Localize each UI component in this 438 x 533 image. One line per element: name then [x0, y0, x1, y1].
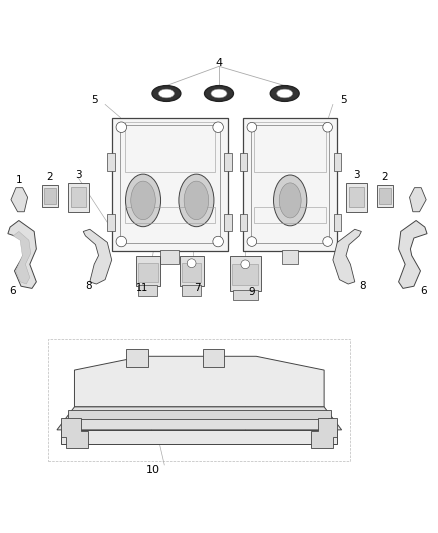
Bar [254, 207, 326, 223]
Bar [107, 214, 115, 231]
Bar [125, 207, 215, 223]
Ellipse shape [270, 86, 299, 101]
Bar [224, 154, 232, 171]
Bar [334, 154, 341, 171]
Text: 9: 9 [248, 287, 255, 297]
Polygon shape [13, 231, 31, 284]
Ellipse shape [116, 236, 127, 247]
Text: 3: 3 [75, 171, 82, 180]
Text: 1: 1 [16, 175, 23, 185]
Ellipse shape [126, 174, 161, 227]
Bar [232, 264, 258, 285]
Bar [349, 187, 364, 207]
Ellipse shape [205, 86, 233, 101]
Ellipse shape [279, 183, 301, 218]
Text: 5: 5 [91, 95, 98, 105]
Polygon shape [61, 417, 88, 448]
Ellipse shape [247, 123, 257, 132]
Bar [182, 285, 201, 296]
Polygon shape [11, 188, 28, 212]
Bar [71, 187, 86, 207]
Bar [180, 255, 204, 286]
Text: 3: 3 [353, 171, 360, 180]
Ellipse shape [159, 89, 174, 98]
Ellipse shape [323, 123, 332, 132]
Ellipse shape [152, 86, 181, 101]
Text: 8: 8 [85, 281, 92, 291]
Bar [160, 251, 180, 264]
Ellipse shape [187, 259, 196, 268]
Bar [240, 154, 247, 171]
Text: 6: 6 [10, 286, 16, 296]
Bar [126, 349, 148, 367]
Text: 8: 8 [359, 281, 366, 291]
Bar [138, 285, 157, 296]
Bar [68, 183, 89, 212]
Polygon shape [74, 356, 324, 407]
Bar [377, 184, 393, 207]
Text: 7: 7 [194, 282, 201, 293]
Bar [230, 255, 261, 290]
Text: 11: 11 [136, 282, 148, 293]
Bar [125, 122, 215, 172]
Ellipse shape [179, 174, 214, 227]
Ellipse shape [273, 175, 307, 226]
Text: 6: 6 [420, 286, 427, 296]
Ellipse shape [184, 181, 208, 220]
Text: 10: 10 [146, 465, 160, 475]
Ellipse shape [323, 237, 332, 246]
Ellipse shape [213, 122, 223, 133]
Polygon shape [333, 229, 361, 284]
Polygon shape [83, 229, 112, 284]
Bar [243, 118, 337, 251]
Polygon shape [311, 417, 337, 448]
Ellipse shape [277, 89, 293, 98]
Bar [254, 122, 326, 172]
Bar [379, 188, 391, 204]
Bar [44, 188, 56, 204]
Bar [346, 183, 367, 212]
Bar [182, 263, 201, 281]
Ellipse shape [247, 237, 257, 246]
Bar [107, 154, 115, 171]
Bar [334, 214, 341, 231]
Bar [112, 118, 228, 251]
Ellipse shape [241, 260, 250, 269]
Polygon shape [410, 188, 426, 212]
Bar [136, 255, 160, 286]
Bar [120, 125, 220, 243]
Ellipse shape [116, 122, 127, 133]
Bar [224, 214, 232, 231]
Bar [61, 430, 337, 443]
Text: 2: 2 [46, 172, 53, 182]
Bar [233, 290, 258, 300]
Text: 2: 2 [381, 172, 389, 182]
Ellipse shape [213, 236, 223, 247]
Bar [138, 263, 158, 281]
Bar [240, 214, 247, 231]
Text: 5: 5 [340, 95, 347, 105]
Polygon shape [399, 221, 427, 288]
Polygon shape [8, 221, 36, 288]
Ellipse shape [131, 181, 155, 220]
Bar [48, 339, 350, 462]
Text: 4: 4 [215, 58, 223, 68]
Bar [68, 410, 331, 419]
Bar [42, 184, 58, 207]
Ellipse shape [211, 89, 227, 98]
Bar [251, 125, 329, 243]
Polygon shape [57, 407, 342, 430]
Bar [202, 349, 225, 367]
Bar [283, 251, 298, 264]
